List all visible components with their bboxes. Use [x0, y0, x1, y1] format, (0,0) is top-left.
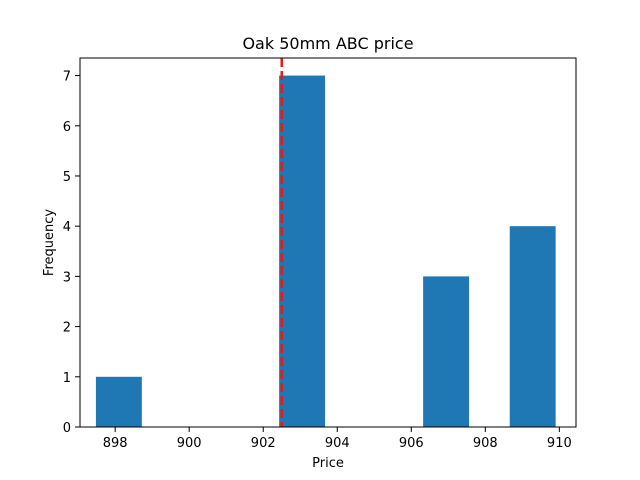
histogram-bar-3: [509, 226, 556, 427]
y-axis-ticks: 0 1 2 3 4 5 6 7: [63, 70, 80, 436]
x-axis-label: Price: [312, 456, 344, 471]
x-tick-label: 902: [251, 436, 276, 451]
y-tick-label: 7: [63, 70, 71, 85]
x-tick-label: 908: [473, 436, 498, 451]
y-axis-label: Frequency: [42, 209, 57, 276]
x-tick-label: 906: [399, 436, 424, 451]
chart-title: Oak 50mm ABC price: [242, 34, 413, 53]
histogram-bar-2: [423, 276, 470, 427]
x-tick-label: 910: [547, 436, 572, 451]
x-tick-label: 900: [177, 436, 202, 451]
y-tick-label: 0: [63, 421, 71, 436]
x-axis-ticks: 898 900 902 904 906 908 910: [103, 427, 572, 451]
y-tick-label: 5: [63, 170, 71, 185]
y-tick-label: 2: [63, 321, 71, 336]
y-tick-label: 4: [63, 220, 71, 235]
x-tick-label: 898: [103, 436, 128, 451]
y-tick-label: 3: [63, 270, 71, 285]
bars-layer: [95, 75, 556, 428]
y-tick-label: 1: [63, 371, 71, 386]
histogram-bar-1: [279, 75, 326, 428]
histogram-bar-0: [95, 376, 142, 427]
y-tick-label: 6: [63, 120, 71, 135]
plot-frame: [79, 57, 577, 428]
x-tick-label: 904: [325, 436, 350, 451]
